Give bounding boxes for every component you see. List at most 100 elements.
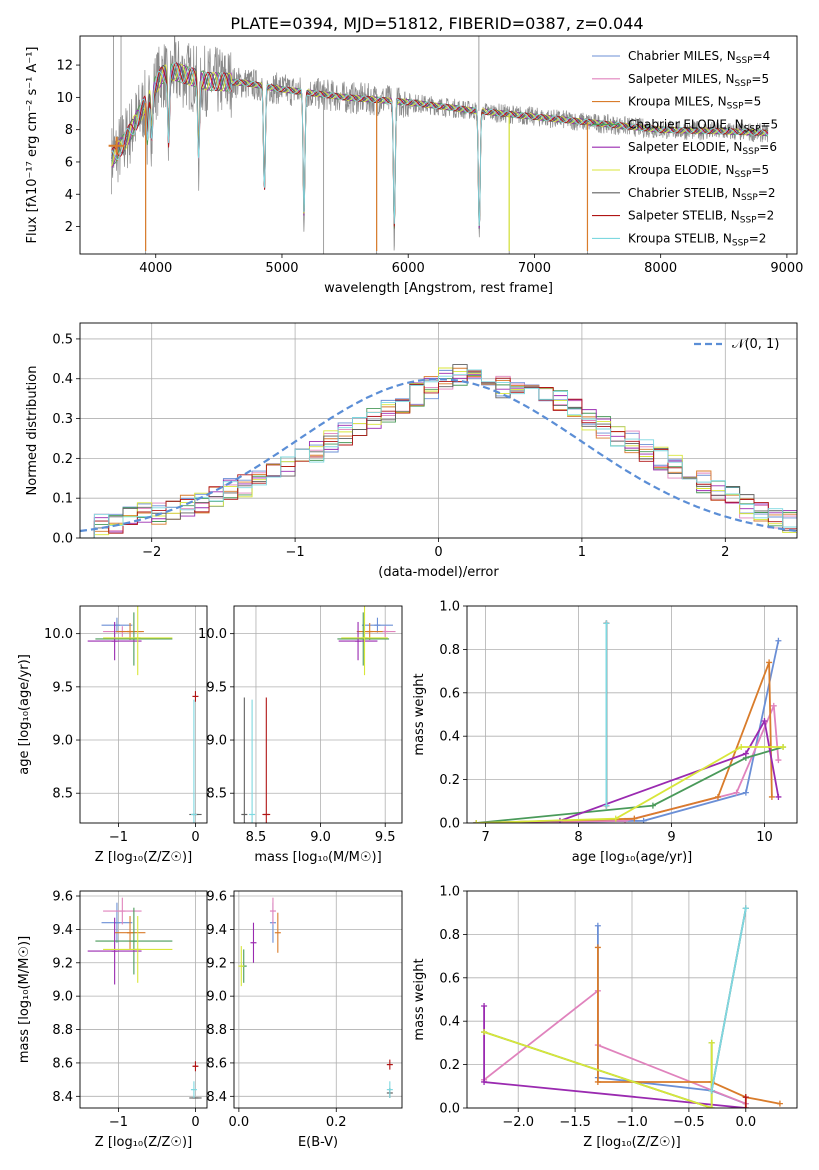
x-axis-label: (data-model)/error: [378, 565, 499, 580]
age_vs_mass-panel: 8.5 9.0 9.5 8.5 9.0 9.5 10.0 mass [log₁₀(M/M☉)]: [198, 605, 403, 865]
errorbar-point: [101, 617, 133, 633]
mass-weight-point: [714, 793, 721, 800]
errorbar-point: [95, 612, 173, 666]
errorbar-point: [114, 916, 146, 950]
legend-label: Salpeter MILES, NSSP=5: [628, 72, 769, 89]
y-tick-label: 9.0: [206, 990, 227, 1005]
y-tick-label: 10.0: [44, 627, 73, 642]
errorbar-point: [238, 946, 245, 987]
y-axis-label: mass weight: [412, 673, 427, 755]
x-tick-label: −1.5: [559, 1115, 591, 1130]
y-tick-label: 10: [56, 91, 73, 106]
errorbar-point: [192, 691, 199, 702]
y-tick-label: 9.4: [206, 923, 227, 938]
errorbar-point: [361, 617, 393, 633]
errorbar-point: [356, 623, 383, 641]
x-tick-label: 8.5: [246, 830, 267, 845]
y-tick-label: 10.0: [198, 627, 227, 642]
x-tick-label: 0: [191, 1115, 199, 1130]
axes-frame: [79, 890, 208, 1109]
x-tick-label: 1: [578, 545, 586, 560]
mass-weight-point: [742, 750, 749, 757]
errorbar-point: [87, 621, 142, 661]
x-tick-label: 0.0: [229, 1115, 250, 1130]
mass-weight-point: [733, 789, 740, 796]
legend-label: Chabrier MILES, NSSP=4: [628, 49, 770, 66]
x-tick-label: 5000: [265, 261, 298, 276]
x-tick-label: 9.5: [375, 830, 396, 845]
y-tick-label: 9.5: [52, 680, 73, 695]
y-tick-label: 8: [65, 123, 73, 138]
errorbar-point: [250, 922, 257, 963]
x-tick-label: 9000: [770, 261, 803, 276]
x-axis-label: E(B-V): [298, 1135, 338, 1150]
errorbar-point: [269, 897, 276, 925]
x-tick-label: 8000: [644, 261, 677, 276]
model-spectrum-salpeter_stelib: [111, 62, 769, 227]
x-tick-label: −2.0: [502, 1115, 534, 1130]
errorbar-point: [190, 1081, 197, 1098]
y-tick-label: 0.4: [52, 372, 73, 387]
y-tick-label: 1.0: [439, 600, 460, 615]
spectrum-legend: Chabrier MILES, NSSP=4 Salpeter MILES, NS…: [592, 49, 778, 248]
mass-weight-line-kroupa_miles: [476, 662, 773, 823]
x-tick-label: 0: [191, 830, 199, 845]
mass-weight-point: [708, 1105, 715, 1108]
mass-weight-point: [612, 815, 619, 822]
errorbar-point: [101, 902, 133, 943]
mass-weight-point: [742, 1094, 749, 1101]
x-tick-label: −1: [109, 1115, 128, 1130]
errorbar-point: [190, 699, 197, 823]
x-axis-label: mass [log₁₀(M/M☉)]: [254, 850, 381, 865]
mass_vs_ebv-panel: 0.0 0.2 8.4 8.6 8.8 9.0 9.2 9.4 9.6 E(B-V): [206, 890, 403, 1150]
y-tick-label: 8.5: [52, 787, 73, 802]
y-tick-label: 0.0: [439, 817, 460, 832]
legend-label: 𝒩(0, 1): [732, 337, 779, 352]
y-tick-label: 8.4: [206, 1090, 227, 1105]
y-tick-label: 0.6: [439, 971, 460, 986]
y-tick-label: 0.8: [439, 643, 460, 658]
errorbar-point: [103, 916, 173, 983]
y-tick-label: 9.0: [52, 990, 73, 1005]
mass-weight-point: [738, 744, 745, 751]
y-axis-label: age [log₁₀(age/yr)]: [17, 654, 32, 775]
x-axis-label: Z [log₁₀(Z/Z☉)]: [95, 1135, 192, 1150]
axes-frame: [466, 605, 798, 824]
x-axis-label: Z [log₁₀(Z/Z☉)]: [95, 850, 192, 865]
legend-label: Chabrier ELODIE, NSSP=5: [628, 117, 778, 134]
x-axis-label: Z [log₁₀(Z/Z☉)]: [583, 1135, 680, 1150]
errorbar-point: [338, 621, 378, 661]
axes-frame: [233, 605, 403, 824]
legend-label: Kroupa STELIB, NSSP=2: [628, 231, 766, 248]
legend-label: Salpeter STELIB, NSSP=2: [628, 209, 774, 226]
axes-frame: [79, 322, 798, 539]
x-tick-label: −2: [142, 545, 161, 560]
mass-weight-point: [481, 1078, 488, 1085]
y-tick-label: 0.0: [52, 532, 73, 547]
errorbar-point: [241, 697, 248, 823]
y-tick-label: 4: [65, 188, 73, 203]
y-tick-label: 9.2: [206, 956, 227, 971]
y-axis-label: Normed distribution: [25, 366, 40, 496]
x-tick-label: 6000: [392, 261, 425, 276]
mass-weight-point: [594, 1078, 601, 1085]
legend-label: Salpeter ELODIE, NSSP=6: [628, 140, 777, 157]
mass-weight-point: [649, 802, 656, 809]
y-tick-label: 0.0: [439, 1102, 460, 1117]
mass-weight-line-kroupa_stelib: [710, 908, 747, 1091]
mass-weight-point: [631, 815, 638, 822]
y-tick-label: 0.2: [52, 452, 73, 467]
y-tick-label: 2: [65, 220, 73, 235]
errorbar-point: [95, 907, 173, 975]
x-tick-label: 9: [667, 830, 675, 845]
errorbar-point: [386, 1059, 393, 1070]
mass-weight-line-kroupa_elodie: [476, 746, 784, 823]
x-tick-label: 0: [434, 545, 442, 560]
x-tick-label: 2: [721, 545, 729, 560]
model-spectrum-kroupa_elodie: [111, 64, 769, 229]
mass-weight-point: [768, 793, 775, 800]
mass-weight-point: [603, 620, 610, 627]
mass-weight-point: [742, 905, 749, 912]
errorbar-point: [116, 623, 144, 641]
